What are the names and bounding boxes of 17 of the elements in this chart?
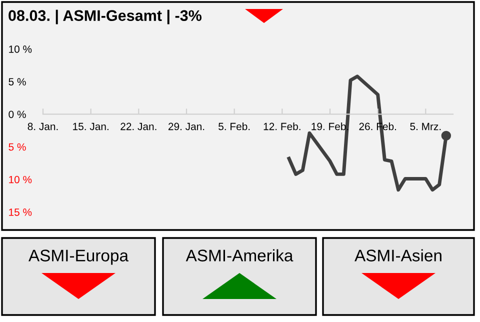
x-tick-label: 8. Jan.: [28, 122, 58, 130]
x-tick-label: 22. Jan.: [120, 122, 156, 130]
y-tick-label: 15 %: [9, 208, 32, 216]
x-tick-label: 12. Feb.: [264, 122, 300, 130]
x-tick-label: 15. Jan.: [73, 122, 108, 130]
x-tick-label: 5. Mrz.: [410, 122, 441, 130]
y-tick-label: 5 %: [8, 78, 26, 86]
x-tick-label: 5. Feb.: [218, 122, 250, 130]
x-tick-label: 29. Jan.: [168, 122, 204, 130]
chart-title: 08.03. | ASMI-Gesamt | -3%: [8, 10, 202, 24]
text: ASMI-Amerika: [186, 249, 294, 262]
text: ASMI-Asien: [354, 249, 442, 262]
y-tick-label: 10 %: [9, 176, 32, 184]
text: ASMI-Europa: [28, 250, 129, 265]
y-tick-label: 10 %: [9, 46, 32, 53]
y-tick-label: 5 %: [8, 143, 26, 151]
y-tick-label: 0 %: [8, 110, 26, 118]
